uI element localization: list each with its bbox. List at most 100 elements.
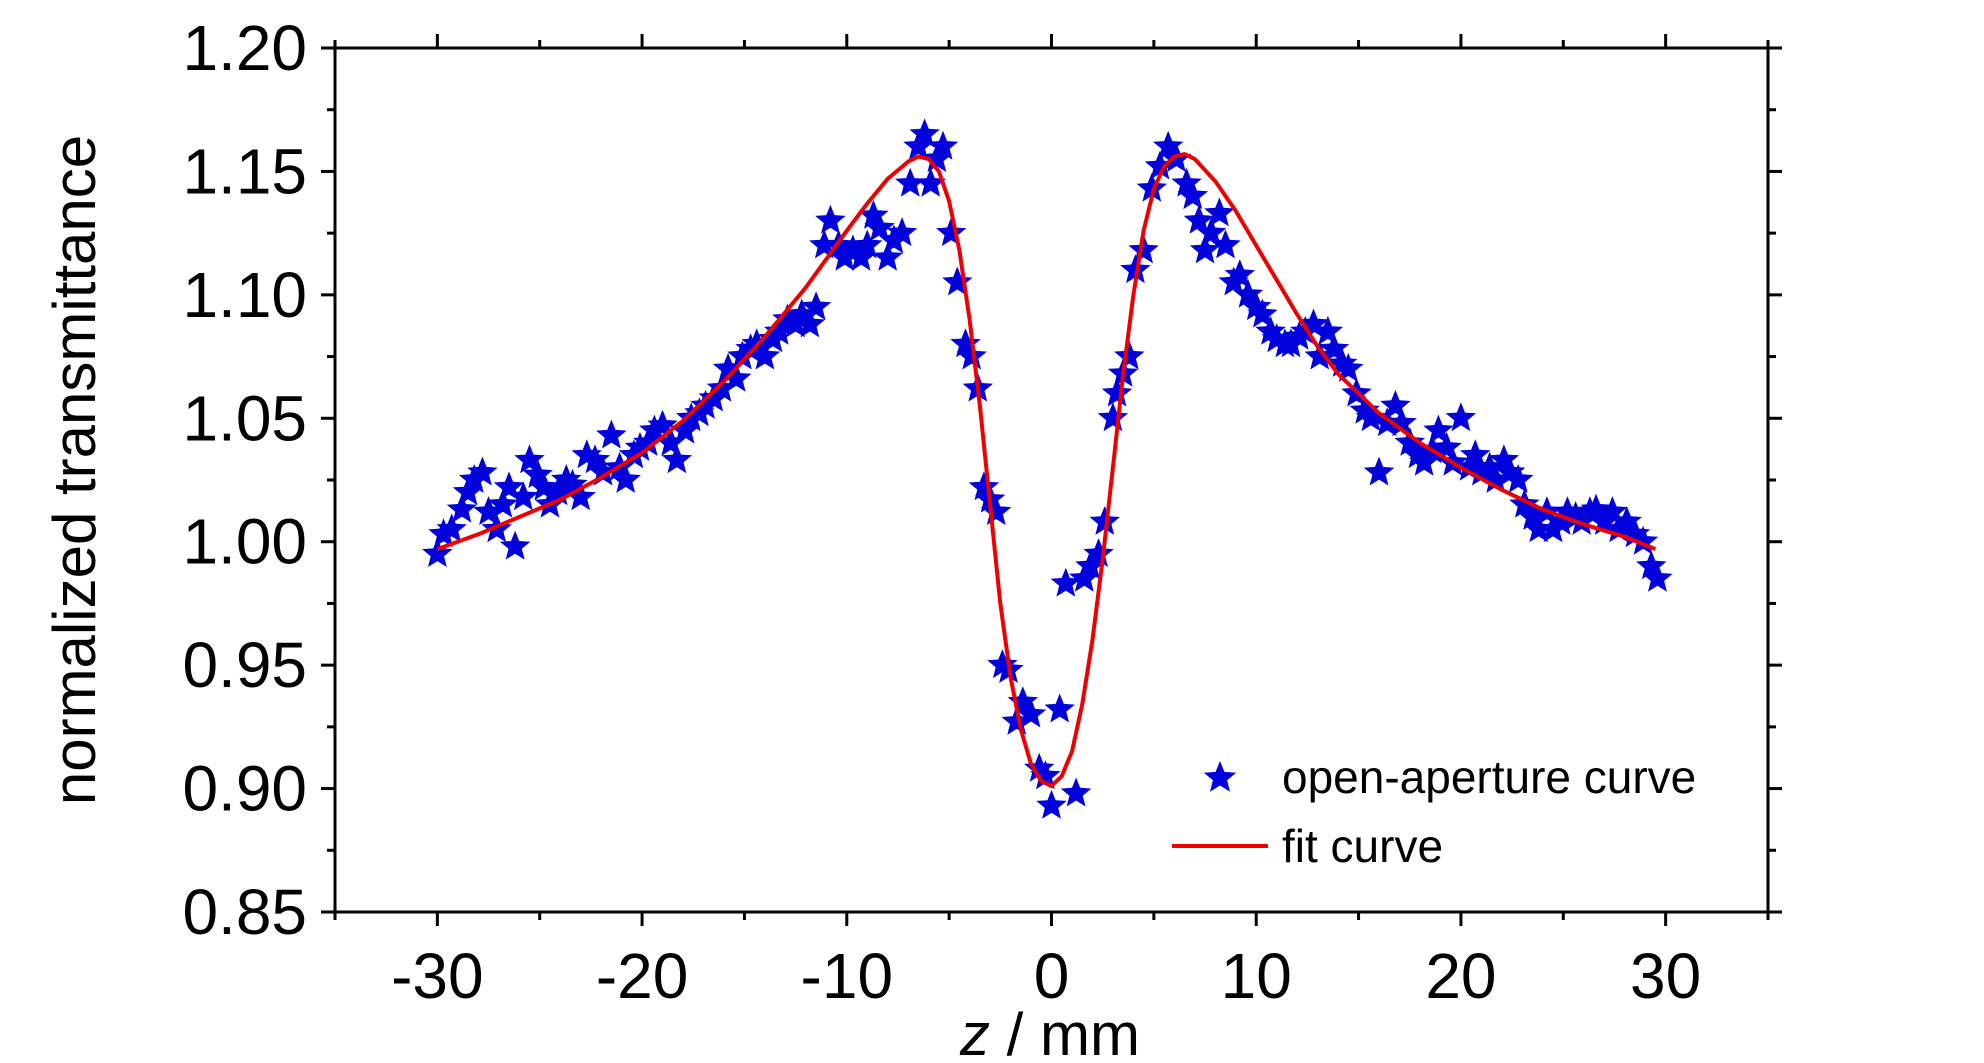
scatter-point bbox=[864, 212, 895, 242]
scatter-point bbox=[1611, 506, 1642, 535]
scatter-point bbox=[942, 266, 973, 296]
scatter-point bbox=[565, 481, 596, 511]
scatter-point bbox=[493, 471, 525, 501]
scatter-point bbox=[1015, 698, 1047, 728]
scatter-point bbox=[655, 427, 686, 456]
scatter-point bbox=[610, 464, 641, 493]
scatter-point bbox=[895, 167, 926, 197]
scatter-point bbox=[1474, 451, 1505, 481]
legend-label-fit: fit curve bbox=[1282, 820, 1443, 872]
scatter-point bbox=[1050, 567, 1081, 597]
scatter-point bbox=[571, 439, 602, 469]
scatter-point bbox=[1189, 234, 1221, 264]
x-axis-label: z / mm bbox=[959, 1001, 1140, 1063]
legend-label-scatter: open-aperture curve bbox=[1282, 751, 1696, 803]
scatter-point bbox=[772, 303, 803, 333]
scatter-point bbox=[508, 481, 539, 511]
scatter-point bbox=[837, 234, 869, 264]
scatter-point bbox=[1380, 389, 1411, 419]
scatter-point bbox=[1431, 431, 1462, 461]
scatter-point bbox=[829, 241, 860, 271]
scatter-point bbox=[950, 328, 981, 358]
scatter-point bbox=[1312, 315, 1344, 345]
y-tick-label: 0.90 bbox=[182, 753, 307, 825]
scatter-point bbox=[467, 456, 498, 486]
y-axis-label: normalized transmittance bbox=[41, 135, 108, 805]
scatter-point bbox=[1488, 444, 1520, 474]
scatter-point bbox=[872, 241, 903, 271]
x-tick-label: 30 bbox=[1630, 940, 1701, 1012]
scatter-point bbox=[514, 444, 545, 474]
scatter-point bbox=[956, 340, 987, 370]
scatter-point bbox=[1128, 234, 1159, 264]
scatter-point bbox=[1318, 333, 1350, 363]
scatter-point bbox=[557, 468, 588, 498]
scatter-point bbox=[1327, 348, 1358, 377]
scatter-point bbox=[858, 199, 889, 229]
scatter-point bbox=[968, 471, 1000, 501]
scatter-point bbox=[1560, 501, 1591, 530]
scatter-point bbox=[1627, 525, 1659, 555]
scatter-point bbox=[1460, 439, 1491, 469]
scatter-point bbox=[1036, 789, 1067, 819]
scatter-point bbox=[661, 444, 693, 474]
scatter-point bbox=[446, 493, 478, 523]
scatter-point bbox=[749, 340, 781, 370]
legend: open-aperture curve fit curve bbox=[1172, 751, 1696, 872]
scatter-point bbox=[1196, 217, 1227, 247]
scatter-point bbox=[721, 362, 752, 392]
scatter-point bbox=[1177, 180, 1208, 210]
scatter-point bbox=[1204, 197, 1235, 227]
scatter-point bbox=[624, 431, 656, 461]
scatter-point bbox=[915, 167, 946, 197]
scatter-point bbox=[852, 229, 883, 259]
scatter-point bbox=[1466, 456, 1497, 486]
scatter-point bbox=[1537, 513, 1569, 543]
scatter-point bbox=[1402, 439, 1434, 469]
scatter-point bbox=[596, 419, 627, 449]
scatter-point bbox=[1642, 562, 1673, 592]
scatter-point bbox=[1386, 407, 1417, 437]
x-tick-label: 0 bbox=[1034, 940, 1070, 1012]
scatter-point bbox=[706, 372, 738, 402]
scatter-point bbox=[1171, 167, 1202, 197]
scatter-point bbox=[588, 456, 619, 486]
fit-line bbox=[436, 152, 1657, 789]
y-tick-label: 0.95 bbox=[182, 629, 307, 701]
scatter-point bbox=[981, 496, 1012, 525]
x-tick-label: 20 bbox=[1425, 940, 1496, 1012]
scatter-point bbox=[1333, 352, 1364, 382]
scatter-point bbox=[676, 402, 707, 432]
y-tick-label: 1.05 bbox=[182, 382, 307, 454]
scatter-point bbox=[1523, 513, 1554, 543]
scatter-point bbox=[1363, 456, 1395, 486]
scatter-point bbox=[1007, 686, 1039, 716]
scatter-point bbox=[1517, 501, 1548, 530]
scatter-point bbox=[1030, 760, 1061, 790]
scatter-point bbox=[1224, 259, 1256, 289]
scatter-point bbox=[690, 389, 721, 419]
scatter-point bbox=[522, 459, 553, 488]
scatter-point bbox=[1232, 278, 1264, 308]
y-tick-label: 1.20 bbox=[182, 12, 307, 84]
x-tick-label: -30 bbox=[391, 940, 484, 1012]
scatter-point bbox=[1494, 456, 1526, 486]
scatter-point bbox=[1089, 506, 1120, 535]
x-tick-label: 10 bbox=[1221, 940, 1292, 1012]
scatter-point bbox=[927, 130, 959, 160]
scatter-point bbox=[1210, 229, 1241, 259]
scatter-point bbox=[1136, 172, 1167, 202]
scatter-point bbox=[1509, 488, 1540, 518]
x-tick-label: -20 bbox=[596, 940, 689, 1012]
scatter-point bbox=[1001, 705, 1032, 735]
scatter-point bbox=[886, 217, 918, 247]
legend-star-marker bbox=[1203, 761, 1237, 792]
scatter-point bbox=[1024, 752, 1055, 782]
scatter-point bbox=[712, 352, 744, 382]
y-tick-label: 1.10 bbox=[182, 259, 307, 331]
scatter-point bbox=[1144, 150, 1176, 180]
scatter-point bbox=[936, 217, 967, 247]
scatter-point bbox=[647, 409, 678, 439]
scatter-point bbox=[473, 496, 504, 525]
